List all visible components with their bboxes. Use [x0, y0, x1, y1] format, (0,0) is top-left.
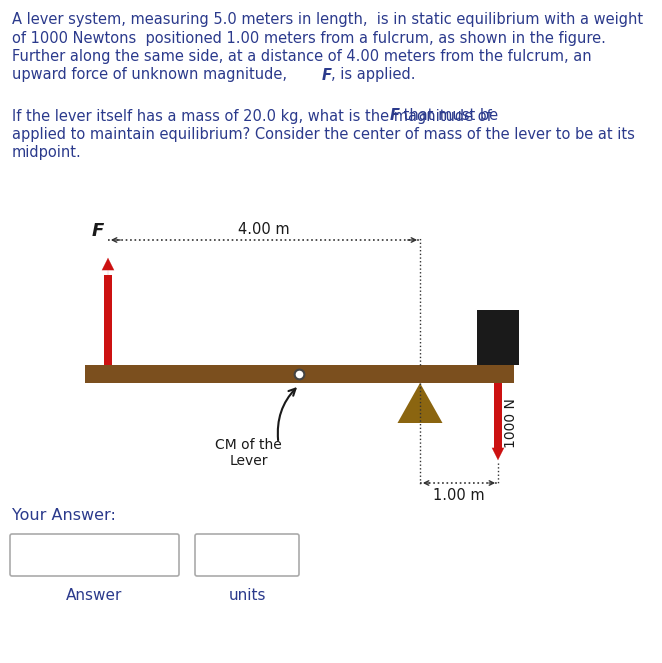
Text: of 1000 Newtons  positioned 1.00 meters from a fulcrum, as shown in the figure.: of 1000 Newtons positioned 1.00 meters f…: [12, 30, 606, 46]
Text: midpoint.: midpoint.: [12, 145, 81, 160]
Bar: [85, 365, 514, 383]
Text: F: F: [322, 68, 332, 82]
Text: F: F: [92, 222, 104, 240]
Text: 1.00 m: 1.00 m: [433, 488, 485, 503]
Bar: [477, 310, 519, 365]
Text: F: F: [390, 109, 400, 123]
Text: Answer: Answer: [66, 588, 122, 603]
Bar: [494, 383, 502, 448]
Text: 4.00 m: 4.00 m: [238, 222, 290, 237]
Text: that must be: that must be: [399, 109, 498, 123]
Text: If the lever itself has a mass of 20.0 kg, what is the magnitude of: If the lever itself has a mass of 20.0 k…: [12, 109, 496, 123]
Text: 1000 N: 1000 N: [504, 398, 518, 448]
Text: applied to maintain equilibrium? Consider the center of mass of the lever to be : applied to maintain equilibrium? Conside…: [12, 127, 635, 142]
Polygon shape: [397, 383, 442, 423]
Text: units: units: [228, 588, 265, 603]
Text: Your Answer:: Your Answer:: [12, 508, 116, 523]
Text: Further along the same side, at a distance of 4.00 meters from the fulcrum, an: Further along the same side, at a distan…: [12, 49, 592, 64]
FancyBboxPatch shape: [195, 534, 299, 576]
Text: , is applied.: , is applied.: [331, 68, 416, 82]
Text: upward force of unknown magnitude,: upward force of unknown magnitude,: [12, 68, 297, 82]
Text: CM of the
Lever: CM of the Lever: [215, 438, 282, 468]
Bar: [104, 275, 112, 365]
Text: A lever system, measuring 5.0 meters in length,  is in static equilibrium with a: A lever system, measuring 5.0 meters in …: [12, 12, 643, 27]
FancyBboxPatch shape: [10, 534, 179, 576]
